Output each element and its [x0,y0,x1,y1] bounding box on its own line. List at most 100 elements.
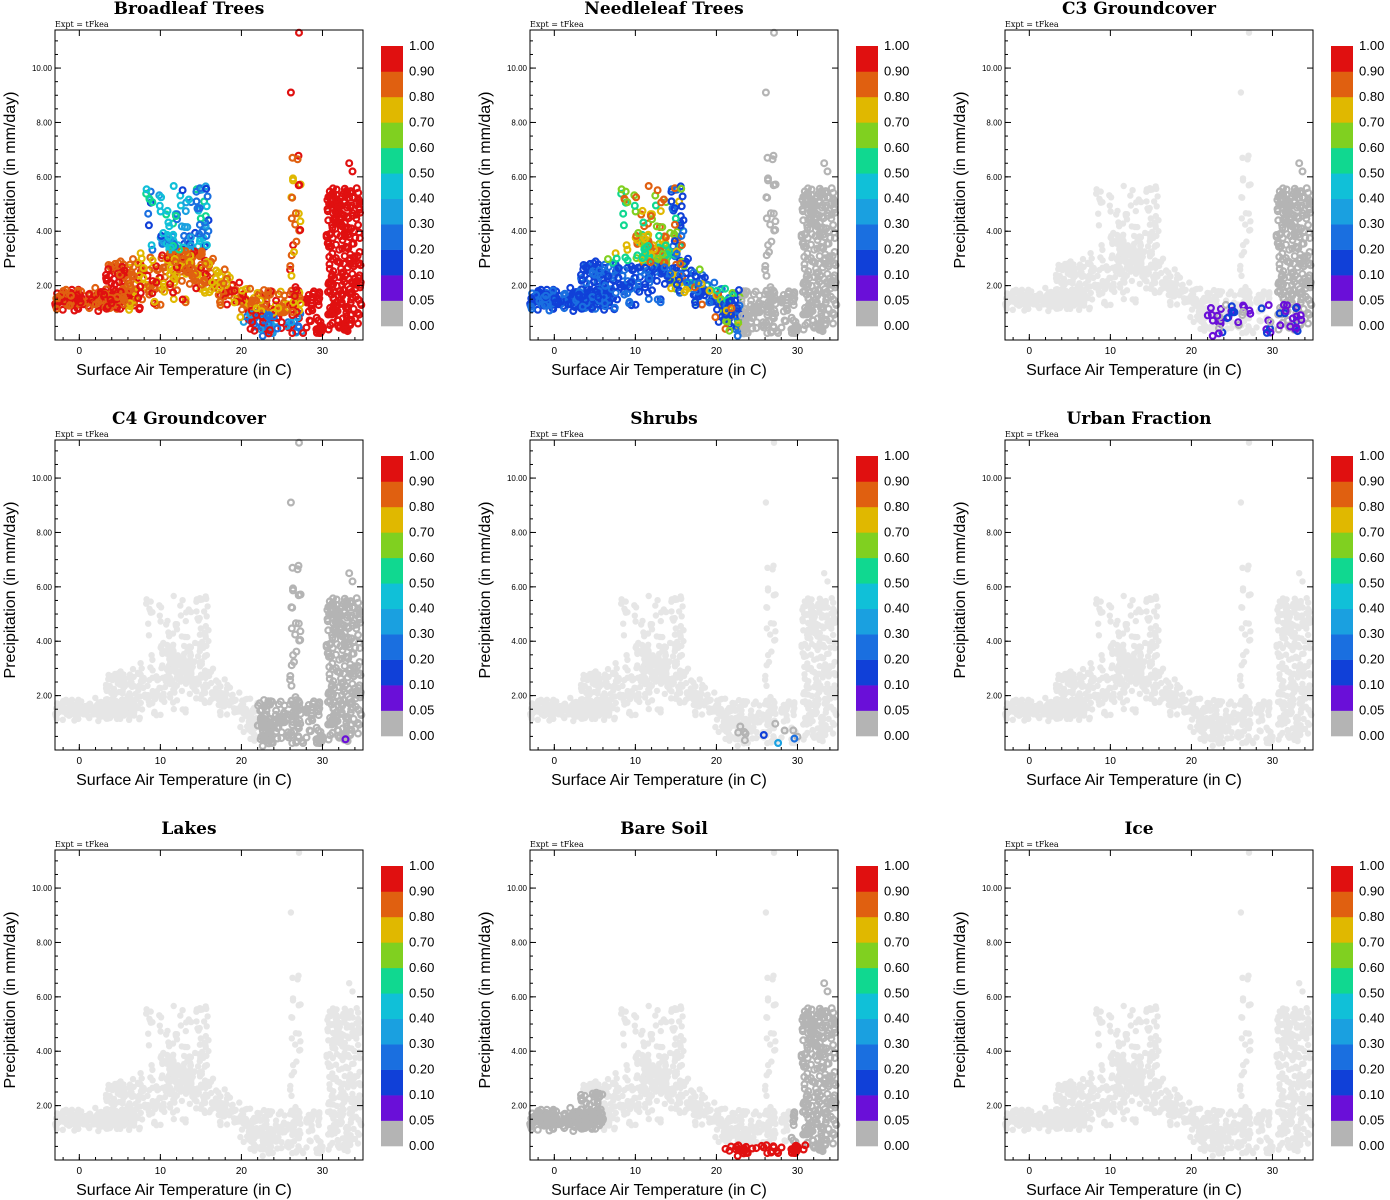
data-point [348,167,357,176]
data-point [1054,303,1061,310]
data-point [769,323,778,332]
data-point [169,699,177,706]
data-point [341,232,350,241]
data-point [1111,288,1118,295]
data-point [337,298,346,307]
data-point [263,311,272,320]
data-point [1052,271,1060,279]
data-point [1167,273,1174,280]
data-point [1152,260,1159,267]
data-point [307,301,316,310]
data-point [75,294,84,303]
data-point [111,670,119,678]
points [1002,29,1316,340]
data-point [1103,263,1110,270]
data-point [1173,301,1181,308]
data-point [329,704,338,713]
data-point [306,317,315,326]
points [51,28,366,340]
data-point [1243,238,1250,245]
experiment-label: Expt = tFkea [55,20,109,29]
data-point [1109,264,1117,271]
data-point [196,614,203,622]
data-point [832,301,841,310]
data-point [178,186,187,195]
x-tick-label: 10 [1105,346,1117,357]
y-tick-label: 6.00 [36,583,52,592]
data-point [136,282,145,291]
data-point [178,254,187,263]
data-point [1239,329,1246,337]
data-point [61,285,70,294]
data-point [829,188,838,197]
data-point [327,309,336,318]
data-point [1045,307,1052,315]
data-point [126,671,134,678]
data-point [614,273,623,282]
data-point [1148,250,1156,258]
data-point [114,278,123,287]
data-point [159,263,168,272]
colorbar-label: 0.30 [884,216,909,231]
data-point [149,700,156,707]
data-point [170,592,177,600]
colorbar-label: 0.30 [409,216,434,231]
data-point [333,726,342,735]
data-point [800,260,809,269]
data-point [667,284,676,293]
colorbar-swatch [1331,147,1353,174]
data-point [1129,296,1136,303]
colorbar-label: 0.30 [1359,216,1384,231]
data-point [208,689,216,696]
data-point [186,241,195,250]
data-point [1154,193,1161,200]
data-point [164,232,173,241]
data-point [611,282,620,291]
data-point [160,639,167,647]
experiment-label: Expt = tFkea [530,430,584,439]
y-tick-label: 4.00 [36,227,52,236]
colorbar-label: 0.90 [409,63,434,78]
data-point [1098,242,1105,249]
data-point [1196,285,1204,292]
data-point [273,324,282,333]
x-tick-label: 20 [711,346,723,357]
colorbar-swatch [381,46,403,72]
data-point [230,286,239,295]
data-point [1147,215,1155,222]
y-tick-label: 4.00 [511,227,527,236]
data-point [1264,301,1273,310]
data-point [265,326,274,335]
data-point [217,683,224,690]
data-point [148,198,157,207]
data-point [355,310,364,319]
data-point [197,263,206,272]
data-point [126,281,135,290]
experiment-label: Expt = tFkea [1005,20,1059,29]
data-point [185,606,192,613]
data-point [258,741,267,750]
x-tick-label: 10 [155,756,167,767]
data-point [204,227,213,236]
data-point [1186,279,1193,286]
data-point [1247,226,1254,234]
data-point [1167,301,1174,309]
data-point [1025,295,1033,302]
data-point [560,290,569,299]
data-point [1152,271,1159,278]
data-point [1136,280,1144,288]
data-point [53,705,60,712]
colorbar-label: 0.60 [409,550,434,565]
data-point [171,258,180,267]
y-tick-label: 10.00 [32,474,53,483]
data-point [137,660,144,667]
data-point [1096,266,1103,274]
data-point [355,657,364,666]
data-point [145,632,153,639]
data-point [164,218,173,227]
data-point [208,278,217,287]
data-point [196,641,203,648]
data-point [1114,207,1121,215]
colorbar-swatch [381,659,403,686]
data-point [652,276,661,285]
